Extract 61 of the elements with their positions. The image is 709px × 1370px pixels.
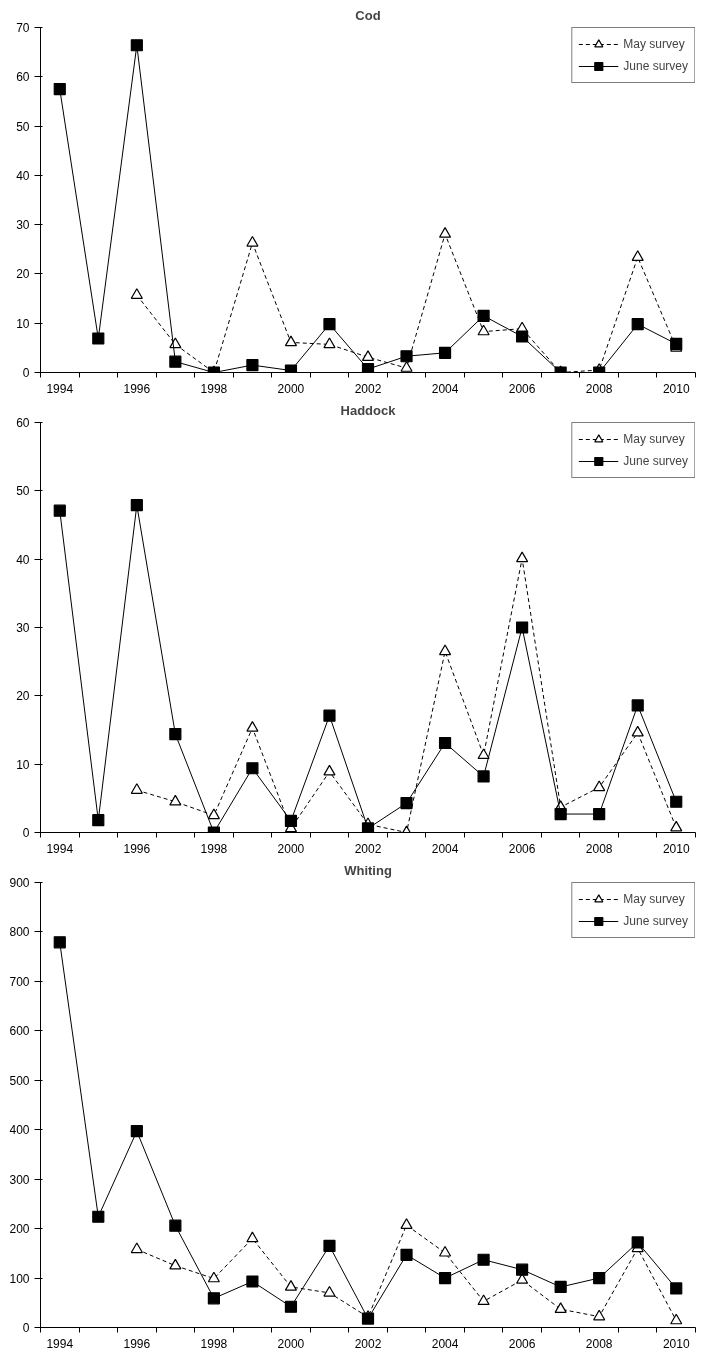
x-tick-label: 1994 — [46, 1336, 74, 1351]
y-tick-label: 30 — [16, 621, 30, 635]
y-tick-label: 20 — [16, 689, 30, 704]
legend-label: May survey — [623, 432, 685, 446]
y-tick-label: 800 — [9, 925, 30, 940]
y-tick-label: 500 — [9, 1073, 30, 1088]
y-tick-label: 300 — [9, 1172, 30, 1187]
x-tick-label: 1994 — [46, 841, 74, 856]
x-tick-label: 2000 — [277, 381, 305, 396]
y-tick-label: 10 — [16, 757, 30, 772]
y-tick-label: 30 — [16, 218, 30, 233]
legend-label: June survey — [623, 914, 688, 928]
x-tick-label: 2006 — [508, 1336, 536, 1351]
chart-title: Cod — [355, 7, 381, 23]
chart-title: Whiting — [344, 862, 392, 878]
legend-label: May survey — [623, 892, 685, 906]
y-tick-label: 40 — [16, 552, 30, 567]
x-tick-label: 2004 — [431, 1336, 459, 1351]
x-tick-label: 2010 — [662, 841, 690, 856]
x-tick-label: 2004 — [431, 841, 459, 856]
y-tick-label: 0 — [22, 1321, 30, 1335]
y-tick-label: 600 — [9, 1024, 30, 1039]
x-tick-label: 2006 — [508, 381, 536, 396]
x-tick-label: 2002 — [354, 381, 382, 396]
x-tick-label: 2008 — [585, 841, 613, 856]
y-tick-label: 70 — [16, 21, 30, 35]
y-tick-label: 20 — [16, 267, 30, 282]
legend-label: May survey — [623, 37, 685, 51]
x-tick-label: 2002 — [354, 841, 382, 856]
y-tick-label: 700 — [9, 974, 30, 989]
y-tick-label: 50 — [16, 119, 30, 134]
y-tick-label: 0 — [22, 366, 30, 380]
legend-label: June survey — [623, 59, 688, 73]
x-tick-label: 2010 — [662, 381, 690, 396]
y-tick-label: 60 — [16, 70, 30, 85]
x-tick-label: 2006 — [508, 841, 536, 856]
y-tick-label: 10 — [16, 316, 30, 331]
y-tick-label: 50 — [16, 484, 30, 499]
y-tick-label: 40 — [16, 168, 30, 183]
legend-label: June survey — [623, 454, 688, 468]
x-tick-label: 2008 — [585, 381, 613, 396]
y-tick-label: 200 — [9, 1222, 30, 1237]
x-tick-label: 1996 — [123, 1336, 151, 1351]
x-tick-label: 1998 — [200, 381, 228, 396]
y-tick-label: 900 — [9, 876, 30, 890]
x-tick-label: 2002 — [354, 1336, 382, 1351]
x-tick-label: 1998 — [200, 841, 228, 856]
x-tick-label: 1996 — [123, 841, 151, 856]
y-tick-label: 100 — [9, 1271, 30, 1286]
x-tick-label: 1996 — [123, 381, 151, 396]
x-tick-label: 2000 — [277, 1336, 305, 1351]
x-tick-label: 2004 — [431, 381, 459, 396]
y-tick-label: 400 — [9, 1123, 30, 1138]
x-tick-label: 1998 — [200, 1336, 228, 1351]
chart-title: Haddock — [340, 402, 397, 418]
x-tick-label: 2008 — [585, 1336, 613, 1351]
y-tick-label: 60 — [16, 416, 30, 430]
x-tick-label: 2010 — [662, 1336, 690, 1351]
x-tick-label: 2000 — [277, 841, 305, 856]
x-tick-label: 1994 — [46, 381, 74, 396]
y-tick-label: 0 — [22, 826, 30, 840]
